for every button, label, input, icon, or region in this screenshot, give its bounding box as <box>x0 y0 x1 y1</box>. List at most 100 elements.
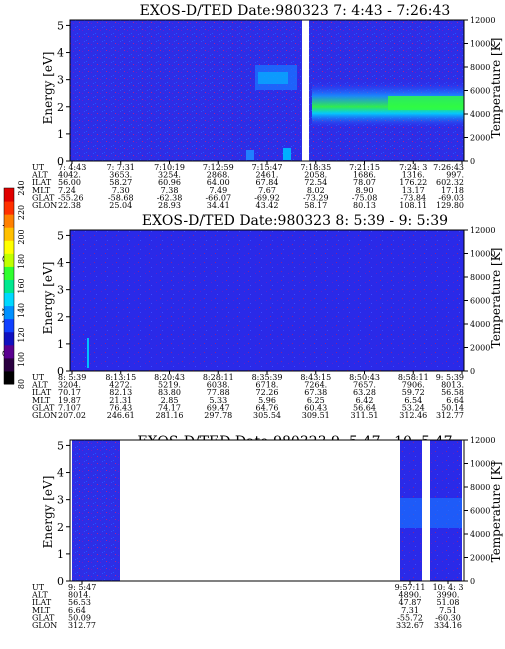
colorbar-tick-label: 100 <box>17 352 26 367</box>
y2-tick-label: 2000 <box>470 344 490 353</box>
table-cell: 7.49 <box>209 186 227 195</box>
row-label: ALT <box>31 591 48 600</box>
row-label: UT <box>32 163 45 172</box>
table-cell: 7:24: 3 <box>399 163 427 172</box>
table-cell: 8:43:15 <box>300 373 331 382</box>
table-cell: 129.80 <box>436 201 464 210</box>
y2-axis-label: Temperature [K] <box>489 248 503 349</box>
table-cell: 8:50:43 <box>349 373 380 382</box>
table-cell: 3653. <box>109 171 132 180</box>
y-tick-label: 2 <box>57 101 64 114</box>
table-cell: 8:35:39 <box>252 373 283 382</box>
y-tick-label: 5 <box>57 229 64 242</box>
panel-2: EXOS-D/TED Date:980323 8: 5:39 - 9: 5:39… <box>31 213 503 420</box>
y-tick-label: 3 <box>57 74 64 87</box>
colorbar-tick-label: 140 <box>17 303 26 318</box>
row-label: GLON <box>32 621 57 630</box>
y2-tick-label: 6000 <box>470 297 490 306</box>
table-cell: 60.43 <box>304 403 327 412</box>
colorbar-swatch <box>4 370 14 385</box>
table-cell: 67.38 <box>304 388 327 397</box>
table-cell: -66.07 <box>205 193 231 202</box>
table-cell: 69.47 <box>207 403 230 412</box>
y2-axis-label: Temperature [K] <box>489 462 503 563</box>
y-tick-label: 0 <box>57 575 64 588</box>
y-tick-label: 1 <box>57 338 64 351</box>
table-cell: 59.72 <box>402 388 425 397</box>
y-tick-label: 5 <box>57 19 64 32</box>
table-cell: 8.02 <box>307 186 325 195</box>
y2-tick-label: 2000 <box>470 134 490 143</box>
table-cell: -55.26 <box>58 193 84 202</box>
table-cell: 7.38 <box>161 186 179 195</box>
table-cell: 6.64 <box>68 606 86 615</box>
table-cell: 305.54 <box>253 411 281 420</box>
table-cell: 7657. <box>353 381 376 390</box>
y-tick-label: 3 <box>57 494 64 507</box>
table-cell: -69.92 <box>254 193 280 202</box>
table-cell: 17.18 <box>441 186 464 195</box>
y-tick-label: 1 <box>57 128 64 141</box>
y-axis-label: Energy [eV] <box>41 52 55 125</box>
table-cell: 1316. <box>402 171 425 180</box>
table-cell: 6718. <box>256 381 279 390</box>
y2-tick-label: 4000 <box>470 530 490 539</box>
colorbar: Second Harmonic Current 8010012014016018… <box>2 180 26 389</box>
table-cell: 34.41 <box>207 201 230 210</box>
y2-tick-label: 0 <box>470 367 475 376</box>
table-cell: 602.32 <box>436 178 464 187</box>
table-cell: 332.67 <box>396 621 424 630</box>
axes: 0 1 2 3 4 5 0 2000 4000 6000 8000 10000 12000 UTALTIL… <box>31 226 495 420</box>
axes: 0 1 2 3 4 5 0 2000 4000 6000 8000 10000 12000 UTALTIL… <box>31 436 495 630</box>
table-cell: 3204. <box>58 381 81 390</box>
table-cell: 6.42 <box>356 396 374 405</box>
y2-tick-label: 8000 <box>470 63 490 72</box>
table-cell: 7264. <box>304 381 327 390</box>
table-cell: 8: 5:39 <box>58 373 86 382</box>
table-cell: 7:26:43 <box>433 163 464 172</box>
table-cell: 207.02 <box>58 411 86 420</box>
row-label: ALT <box>31 171 48 180</box>
table-cell: 7: 7:31 <box>107 163 135 172</box>
table-cell: 246.61 <box>107 411 135 420</box>
y2-tick-label: 4000 <box>470 320 490 329</box>
table-cell: 176.22 <box>399 178 427 187</box>
table-cell: -75.08 <box>352 193 378 202</box>
table-cell: 7.30 <box>112 186 130 195</box>
table-cell: 312.46 <box>399 411 427 420</box>
y2-tick-label: 6000 <box>470 507 490 516</box>
table-cell: 3990. <box>437 591 460 600</box>
colorbar-frame <box>3 187 15 385</box>
table-cell: 6.25 <box>307 396 325 405</box>
table-cell: 58.17 <box>304 201 327 210</box>
y-tick-label: 4 <box>57 257 64 270</box>
panel-title: EXOS-D/TED Date:980323 8: 5:39 - 9: 5:39 <box>142 213 448 229</box>
table-cell: -69.03 <box>438 193 464 202</box>
table-cell: 8:20:43 <box>154 373 185 382</box>
table-cell: 8:13:15 <box>105 373 136 382</box>
table-cell: 10: 4: 3 <box>433 583 464 592</box>
table-cell: 13.17 <box>402 186 425 195</box>
y-tick-label: 4 <box>57 47 64 60</box>
row-label: UT <box>32 373 45 382</box>
table-cell: 8013. <box>441 381 464 390</box>
table-cell: 56.53 <box>68 598 91 607</box>
table-cell: 7:10:19 <box>154 163 185 172</box>
y2-axis-label: Temperature [K] <box>489 38 503 139</box>
table-cell: -62.38 <box>157 193 183 202</box>
table-cell: 108.11 <box>399 201 427 210</box>
table-cell: 5219. <box>158 381 181 390</box>
table-cell: 64.00 <box>207 178 230 187</box>
enhanced-region <box>430 498 462 528</box>
enhanced-spot <box>246 150 254 160</box>
table-cell: 312.77 <box>68 621 96 630</box>
row-label: GLAT <box>32 403 55 412</box>
table-cell: 7: 4:43 <box>58 163 86 172</box>
table-cell: 5.96 <box>258 396 276 405</box>
y2-tick-label: 6000 <box>470 87 490 96</box>
axes: 0 1 2 3 4 5 0 2000 4000 6000 8000 10000 12000 UTALTIL… <box>31 16 495 210</box>
table-cell: 997. <box>446 171 464 180</box>
colorbar-tick-label: 200 <box>17 229 26 244</box>
colorbar-tick-label: 160 <box>17 278 26 293</box>
table-cell: 297.78 <box>204 411 232 420</box>
